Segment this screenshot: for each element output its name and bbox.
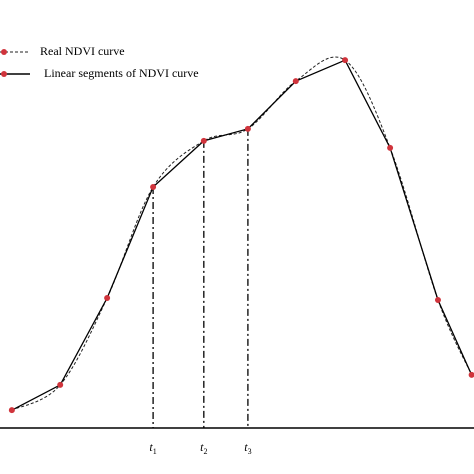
- point-marker: [200, 137, 207, 144]
- legend-marker: [1, 49, 7, 55]
- point-marker: [292, 78, 299, 85]
- point-marker: [342, 57, 349, 64]
- point-marker: [387, 144, 394, 151]
- annotation-label: t3: [244, 440, 251, 456]
- point-marker: [468, 371, 474, 378]
- point-marker: [57, 381, 64, 388]
- annotation-label: t2: [200, 440, 207, 456]
- real-curve: [11, 56, 473, 411]
- point-marker: [104, 295, 111, 302]
- legend-marker: [1, 71, 7, 77]
- point-marker: [150, 184, 157, 191]
- annotation-sub: 1: [153, 447, 157, 456]
- legend-label: Real NDVI curve: [40, 44, 125, 58]
- linear-curve: [11, 59, 473, 411]
- point-marker: [244, 125, 251, 132]
- legend-label: Linear segments of NDVI curve: [44, 66, 199, 80]
- annotation-sub: 2: [203, 447, 207, 456]
- annotation-label: t1: [149, 440, 156, 456]
- point-marker: [8, 407, 15, 414]
- point-marker: [434, 296, 441, 303]
- annotation-text: t: [200, 440, 204, 454]
- annotation-sub: 3: [248, 447, 252, 456]
- annotation-text: t: [244, 440, 248, 454]
- annotation-text: t: [149, 440, 153, 454]
